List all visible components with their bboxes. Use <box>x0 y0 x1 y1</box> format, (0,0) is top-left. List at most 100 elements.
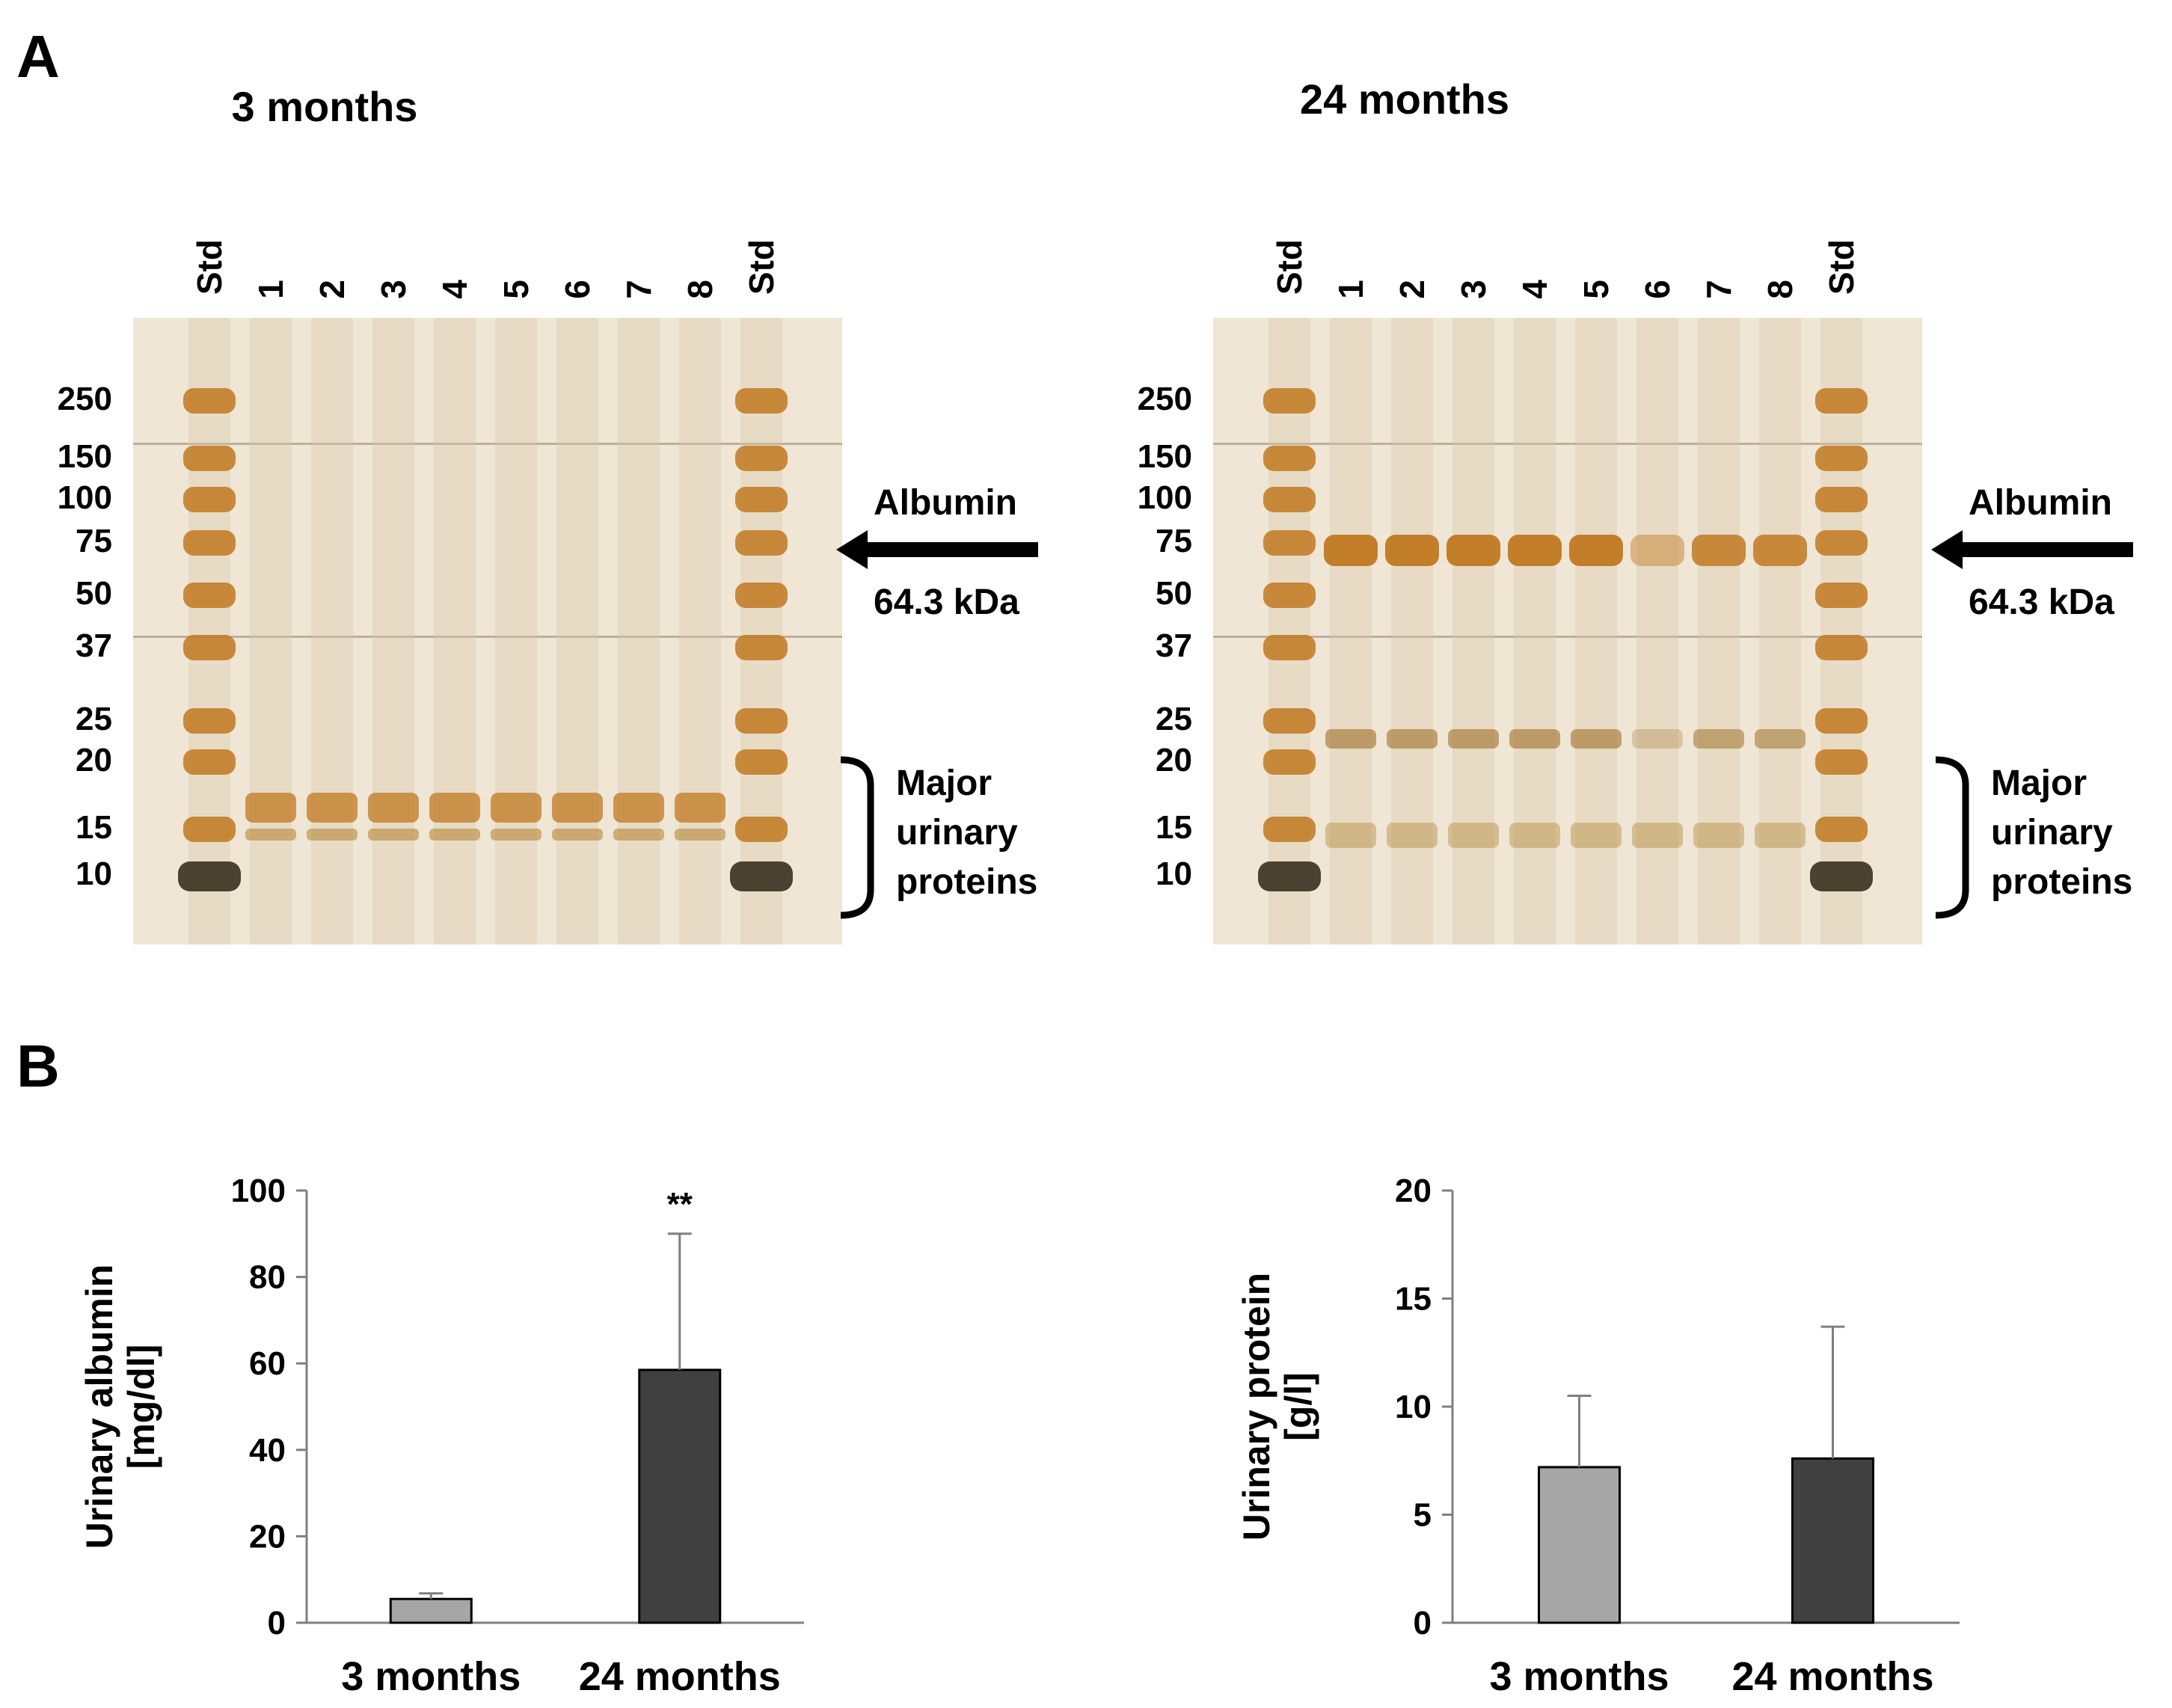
std-band <box>183 635 236 660</box>
y-tick-label: 20 <box>249 1518 286 1555</box>
lane-label: 5 <box>1577 280 1616 299</box>
mup-bracket-icon <box>840 756 874 919</box>
std-band <box>183 749 236 775</box>
albumin-band <box>1753 535 1807 566</box>
mup-label-line: proteins <box>896 862 1038 902</box>
lane-label: 3 <box>374 280 413 299</box>
bar <box>1538 1466 1621 1624</box>
mup-label-line: Major <box>1991 764 2087 803</box>
std-band <box>1815 749 1868 775</box>
gel-lane <box>679 318 721 944</box>
mup-label-line: urinary <box>896 813 1018 853</box>
albumin-band <box>1692 535 1746 566</box>
mw-marker: 10 <box>1156 855 1192 892</box>
gel-image <box>133 318 842 944</box>
lane-label: 5 <box>497 280 536 299</box>
std-band <box>735 635 788 660</box>
mw-marker: 250 <box>1137 381 1192 417</box>
y-tick-label: 0 <box>268 1605 286 1641</box>
mw-marker: 150 <box>57 438 112 475</box>
mup-band <box>552 829 603 841</box>
gel-band <box>1693 729 1744 749</box>
gel-band <box>1632 729 1683 749</box>
mup-band <box>675 829 725 841</box>
mup-band <box>429 829 480 841</box>
std-band <box>1815 388 1868 414</box>
bar <box>638 1368 722 1624</box>
mw-marker: 100 <box>1137 479 1192 516</box>
lane-label: 6 <box>1638 280 1677 299</box>
mw-marker: 20 <box>1156 742 1192 778</box>
gel-band <box>1571 729 1622 749</box>
gel-image <box>1213 318 1922 944</box>
lane-label: 7 <box>619 280 658 299</box>
mup-label-line: proteins <box>1991 862 2133 902</box>
std-band <box>1263 487 1316 512</box>
mup-band <box>491 829 542 841</box>
std-band <box>735 708 788 734</box>
std-band <box>183 487 236 512</box>
std-band <box>735 749 788 775</box>
gel-lane <box>434 318 476 944</box>
urinary-albumin-chart: 0 20 40 60 80 100 Urinary albumin [mg/dl] 3 mont… <box>79 1173 804 1699</box>
mup-band <box>1387 823 1438 848</box>
gel-line <box>1213 443 1922 445</box>
mup-band <box>307 829 358 841</box>
albumin-band <box>1508 535 1562 566</box>
gel-band <box>1387 729 1438 749</box>
std-band <box>1263 583 1316 608</box>
std-band <box>1263 446 1316 471</box>
std-band-dark <box>178 861 241 891</box>
gel-title: 24 months <box>1299 76 1510 123</box>
mw-marker: 37 <box>76 627 112 664</box>
mw-marker: 75 <box>1156 523 1192 559</box>
mup-label-line: Major <box>896 764 993 803</box>
y-tick-label: 10 <box>1395 1389 1432 1425</box>
mw-marker: 150 <box>1137 438 1192 475</box>
mup-band <box>1571 823 1622 848</box>
std-band <box>183 388 236 414</box>
lane-label: 4 <box>435 280 474 299</box>
mw-marker: 100 <box>57 479 112 516</box>
mup-band <box>675 793 725 823</box>
y-tick-label: 100 <box>231 1173 286 1209</box>
mw-marker: 25 <box>76 701 112 737</box>
mup-band <box>307 793 358 823</box>
std-band <box>1263 388 1316 414</box>
std-band <box>1263 817 1316 842</box>
gel-lane <box>1514 318 1556 944</box>
lane-label: 3 <box>1454 280 1493 299</box>
std-band <box>183 708 236 734</box>
mw-marker: 50 <box>76 575 112 612</box>
gel-lane <box>495 318 537 944</box>
albumin-band <box>1447 535 1500 566</box>
bar <box>389 1597 473 1624</box>
std-band <box>1263 708 1316 734</box>
std-band <box>1263 749 1316 775</box>
mup-band <box>1755 823 1806 848</box>
gel-band <box>1325 729 1376 749</box>
albumin-band <box>1630 535 1684 566</box>
mw-marker: 75 <box>76 523 112 559</box>
y-tick-label: 40 <box>249 1432 286 1469</box>
y-axis-label: Urinary albumin <box>79 1265 120 1549</box>
mw-marker: 15 <box>76 809 112 846</box>
x-tick-label: 24 months <box>579 1654 781 1699</box>
albumin-band <box>1385 535 1439 566</box>
albumin-kda-label: 64.3 kDa <box>1969 583 2114 622</box>
significance-label: ** <box>667 1186 693 1223</box>
std-band <box>183 817 236 842</box>
mup-band <box>491 793 542 823</box>
gel-lane <box>250 318 292 944</box>
gel-lane <box>311 318 353 944</box>
gel-lane <box>618 318 660 944</box>
gel-band <box>1755 729 1806 749</box>
mw-marker: 50 <box>1156 575 1192 612</box>
gel-lane <box>1452 318 1494 944</box>
std-band <box>1815 635 1868 660</box>
mw-marker: 15 <box>1156 809 1192 846</box>
lane-label: 8 <box>681 280 720 299</box>
mw-marker: 25 <box>1156 701 1192 737</box>
gel-lane <box>556 318 598 944</box>
lane-label: 1 <box>1331 280 1370 299</box>
